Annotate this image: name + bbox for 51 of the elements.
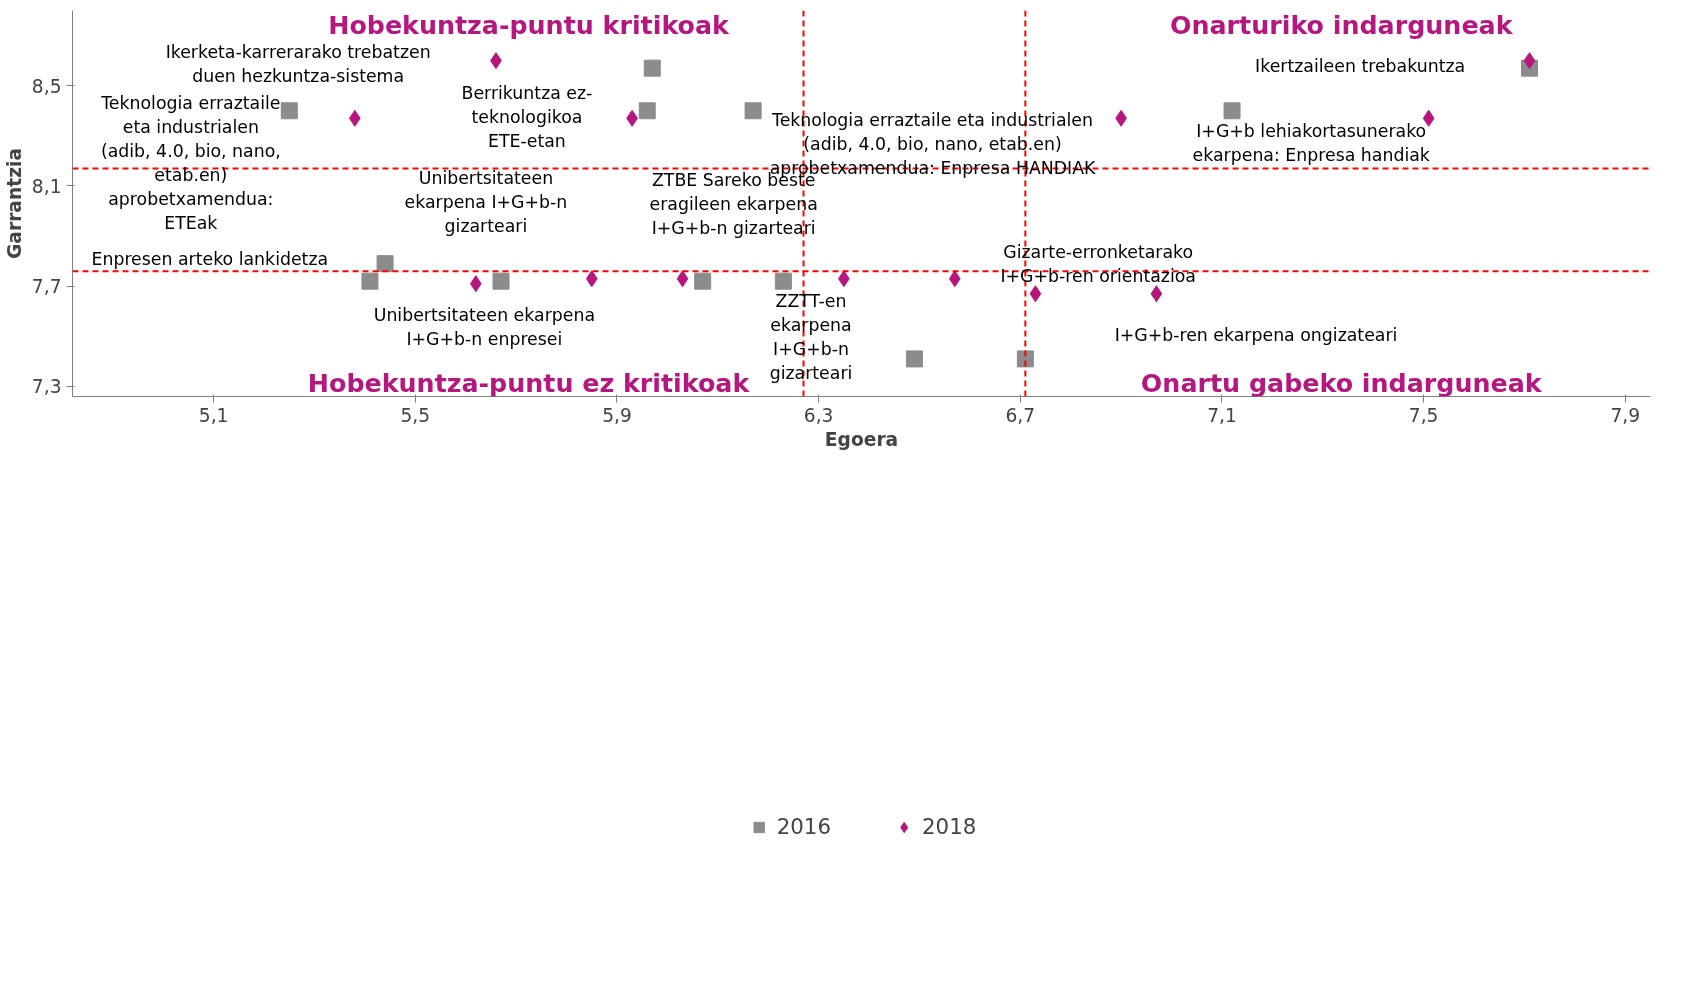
point: [1523, 52, 1536, 70]
x-tick-label: 5,9: [602, 404, 632, 426]
annotation: I+G+b lehiakortasunerako ekarpena: Enpresa handiak: [1192, 120, 1430, 165]
point: [638, 102, 656, 120]
annotation: Gizarte-erronketarako I+G+b-ren orientazioa: [1000, 241, 1196, 286]
annotation: Unibertsitateen ekarpena I+G+b-n enpresei: [373, 305, 596, 350]
annotation: I+G+b-ren ekarpena ongizateari: [1114, 325, 1398, 346]
legend-label: 2018: [922, 814, 977, 839]
annotation: ZZTT-en ekarpena I+G+b-n gizarteari: [769, 291, 853, 384]
y-tick-label: 7,3: [31, 376, 62, 398]
x-tick-label: 5,5: [400, 404, 431, 426]
annotation: Onartu gabeko indarguneak: [1140, 367, 1543, 398]
annotation: Hobekuntza-puntu kritikoak: [328, 10, 731, 41]
annotation: Berrikuntza ez- teknologikoa ETE-etan: [461, 82, 593, 151]
x-tick-label: 5,1: [198, 404, 229, 426]
point: [1223, 102, 1241, 120]
point: [376, 255, 394, 273]
annotation: Teknologia erraztaile eta industrialen (adib, 4.0, bio, nano, etab.en) aprobetxamendua: ETEak: [100, 93, 281, 234]
annotation: Ikertzaileen trebakuntza: [1255, 56, 1466, 77]
point: [585, 270, 598, 288]
annotation: Hobekuntza-puntu ez kritikoak: [307, 367, 751, 398]
point: [492, 272, 510, 290]
x-tick-label: 7,1: [1207, 404, 1237, 426]
y-tick-label: 8,5: [31, 75, 62, 97]
point: [469, 275, 482, 293]
y-tick-label: 8,1: [31, 175, 62, 197]
x-tick-label: 6,3: [803, 404, 834, 426]
annotation: Enpresen arteko lankidetza: [91, 248, 329, 269]
point: [643, 59, 661, 77]
y-tick-label: 7,7: [31, 276, 62, 298]
point: [1029, 285, 1042, 303]
annotation: Onarturiko indarguneak: [1169, 10, 1514, 41]
annotation: Unibertsitateen ekarpena I+G+b-n gizarteari: [404, 167, 568, 236]
point: [280, 102, 298, 120]
point: [348, 109, 361, 127]
legend-label: 2016: [776, 814, 831, 839]
point: [1150, 285, 1163, 303]
x-tick-label: 6,7: [1005, 404, 1036, 426]
x-tick-label: 7,9: [1610, 404, 1641, 426]
point: [1016, 350, 1034, 368]
x-tick-label: 7,5: [1408, 404, 1439, 426]
point: [948, 270, 961, 288]
point: [361, 272, 379, 290]
point: [694, 272, 712, 290]
y-axis-title: Garrantzia: [3, 148, 25, 259]
point: [676, 270, 689, 288]
point: [774, 272, 792, 290]
annotation: Ikerketa-karrerarako trebatzen duen hezkuntza-sistema: [165, 41, 431, 86]
point: [905, 350, 923, 368]
x-axis-title: Egoera: [824, 428, 899, 450]
point: [744, 102, 762, 120]
